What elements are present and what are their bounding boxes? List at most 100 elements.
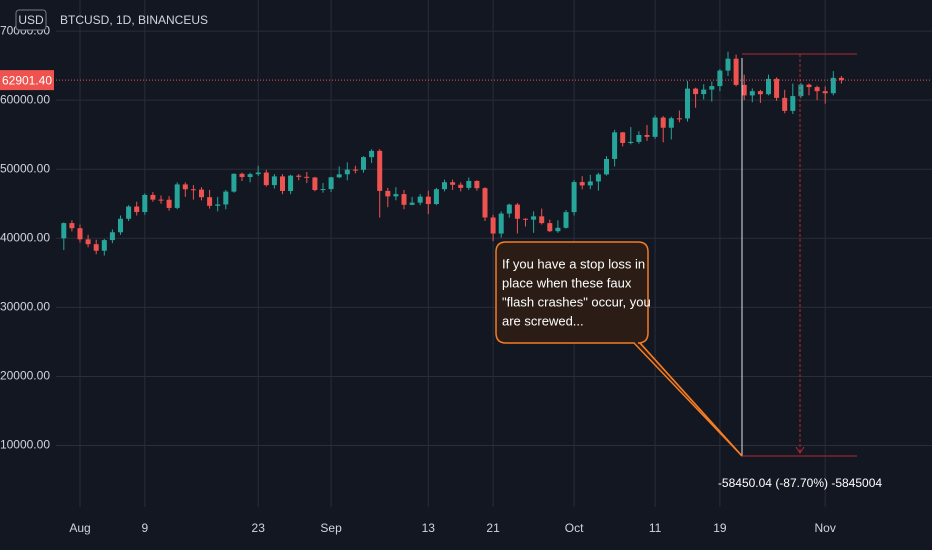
candle-body bbox=[490, 217, 496, 234]
candle-body bbox=[798, 84, 804, 97]
x-tick-label: Oct bbox=[565, 521, 584, 535]
candle-body bbox=[280, 176, 285, 191]
candle-body bbox=[474, 180, 480, 189]
candle-body bbox=[174, 184, 180, 208]
x-tick-label: 13 bbox=[422, 521, 436, 535]
y-tick-label: 10000.00 bbox=[0, 438, 50, 452]
candle-body bbox=[247, 174, 253, 178]
candle-body bbox=[636, 134, 642, 142]
candle-body bbox=[409, 202, 415, 205]
callout-pointer bbox=[639, 342, 743, 457]
candle-body bbox=[425, 196, 431, 205]
candle-body bbox=[93, 244, 99, 251]
x-tick-label: Aug bbox=[69, 521, 90, 535]
candle-body bbox=[506, 204, 512, 214]
candle-body bbox=[231, 173, 237, 192]
candle-body bbox=[207, 197, 213, 206]
last-price-box bbox=[0, 70, 54, 91]
candle-body bbox=[77, 228, 83, 240]
candle-body bbox=[644, 134, 650, 137]
candle-body bbox=[393, 194, 399, 197]
candle-body bbox=[523, 218, 528, 220]
y-tick-label: 60000.00 bbox=[0, 92, 50, 106]
measure-arrowhead bbox=[795, 446, 805, 454]
candle-body bbox=[612, 132, 618, 159]
candle-body bbox=[466, 180, 472, 188]
candle-body bbox=[69, 223, 75, 229]
measure-label: -58450.04 (-87.70%) -5845004 bbox=[718, 476, 882, 490]
measure-tool: -58450.04 (-87.70%) -5845004 bbox=[718, 53, 882, 490]
x-tick-label: 23 bbox=[252, 521, 266, 535]
currency-box bbox=[15, 9, 47, 31]
candle-body bbox=[709, 86, 715, 90]
y-tick-label: 40000.00 bbox=[0, 230, 50, 244]
candle-body bbox=[442, 182, 447, 190]
candle-body bbox=[312, 177, 318, 191]
candle-body bbox=[531, 216, 537, 220]
candle-body bbox=[498, 213, 504, 234]
candle-body bbox=[166, 199, 172, 208]
candle-body bbox=[450, 182, 456, 185]
note-line: place when these faux bbox=[502, 275, 632, 290]
candle-body bbox=[571, 182, 577, 213]
x-tick-label: 11 bbox=[649, 521, 662, 535]
candle-body bbox=[458, 184, 464, 188]
candle-body bbox=[271, 176, 277, 186]
candle-body bbox=[725, 58, 731, 71]
candle-body bbox=[142, 194, 148, 213]
candle-body bbox=[790, 96, 796, 111]
candle-body bbox=[158, 199, 164, 201]
candle-body bbox=[320, 189, 326, 191]
candle-body bbox=[701, 89, 707, 95]
candle-body bbox=[587, 181, 593, 186]
candle-body bbox=[304, 176, 310, 178]
candles bbox=[61, 51, 844, 256]
note-line: "flash crashes" occur, you bbox=[502, 294, 651, 309]
candle-body bbox=[361, 157, 366, 170]
candle-body bbox=[830, 77, 836, 94]
candle-body bbox=[328, 177, 334, 190]
candle-body bbox=[344, 169, 350, 175]
candle-body bbox=[118, 218, 123, 233]
y-tick-label: 50000.00 bbox=[0, 161, 50, 175]
candle-body bbox=[109, 232, 115, 241]
axes: 10000.00 20000.00 30000.00 40000.00 50000.00… bbox=[0, 23, 932, 535]
candle-body bbox=[757, 91, 763, 95]
candle-body bbox=[620, 132, 626, 143]
candle-body bbox=[296, 175, 302, 177]
candle-body bbox=[749, 91, 755, 96]
candle-body bbox=[352, 169, 358, 171]
x-tick-label: Nov bbox=[815, 521, 836, 535]
candle-body bbox=[604, 158, 609, 175]
candle-body bbox=[101, 240, 107, 251]
candle-body bbox=[717, 70, 723, 87]
candle-body bbox=[579, 182, 585, 186]
candle-body bbox=[182, 184, 188, 190]
candle-body bbox=[263, 172, 269, 186]
candle-body bbox=[741, 84, 747, 96]
candle-body bbox=[676, 118, 682, 120]
note-line: are screwed... bbox=[502, 313, 584, 328]
candle-body bbox=[190, 189, 196, 191]
chart-title: BTCUSD, 1D, BINANCEUS bbox=[60, 13, 208, 27]
candle-body bbox=[61, 223, 67, 239]
candle-body bbox=[482, 188, 488, 218]
candle-body bbox=[514, 204, 520, 219]
candle-body bbox=[660, 117, 666, 128]
candle-body bbox=[628, 141, 634, 143]
candle-body bbox=[239, 173, 245, 178]
candle-body bbox=[806, 84, 812, 88]
x-tick-label: 21 bbox=[486, 521, 500, 535]
x-tick-label: Sep bbox=[320, 521, 342, 535]
candle-body bbox=[255, 172, 261, 175]
candle-body bbox=[433, 189, 439, 205]
candle-body bbox=[85, 239, 91, 245]
x-tick-label: 19 bbox=[713, 521, 727, 535]
note-line: If you have a stop loss in bbox=[502, 256, 645, 271]
candle-body bbox=[539, 216, 545, 224]
candle-body bbox=[199, 189, 204, 198]
candle-body bbox=[401, 194, 407, 205]
